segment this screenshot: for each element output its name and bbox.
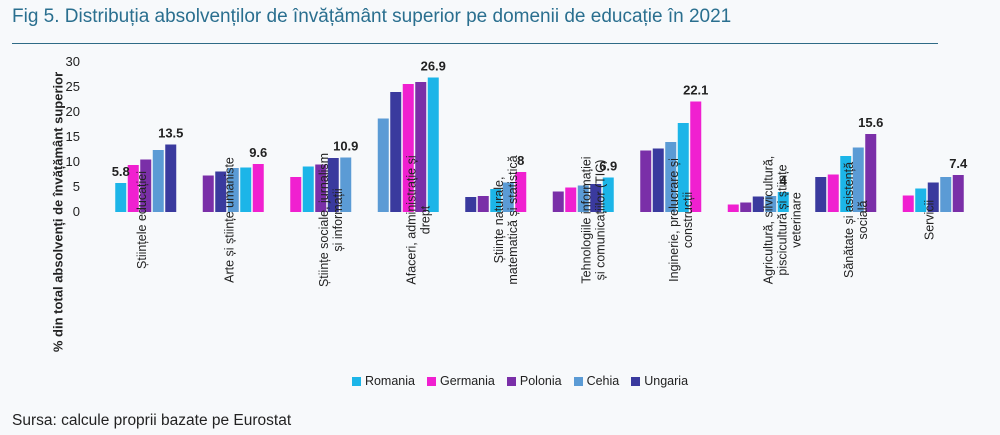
title-divider xyxy=(12,43,938,44)
legend-item: Germania xyxy=(426,374,495,388)
legend-label: Ungaria xyxy=(644,374,689,388)
bar xyxy=(327,158,339,212)
bar xyxy=(827,174,839,212)
legend-item: Romania xyxy=(351,374,415,388)
bar xyxy=(590,184,602,212)
bar xyxy=(902,195,914,212)
bar xyxy=(315,164,327,212)
bar xyxy=(940,177,952,212)
bar xyxy=(565,187,577,212)
category-label: Științele educației xyxy=(135,171,149,269)
bar xyxy=(115,183,127,212)
y-tick-label: 15 xyxy=(66,129,80,144)
legend-swatch xyxy=(631,376,641,386)
y-tick-label: 25 xyxy=(66,79,80,94)
data-label: 4 xyxy=(780,173,788,188)
category-label: Inginerie, prelucrare șiconstrucții xyxy=(667,158,695,282)
legend-swatch xyxy=(426,376,436,386)
bar xyxy=(652,148,664,212)
category-label: Științe naturale,matematică și statistic… xyxy=(492,155,520,284)
bar xyxy=(390,92,402,212)
bar xyxy=(915,188,927,212)
bar xyxy=(252,164,264,212)
data-label: 13.5 xyxy=(158,126,183,141)
bar xyxy=(927,182,939,212)
bar xyxy=(577,185,589,212)
y-tick-label: 5 xyxy=(73,179,80,194)
bar xyxy=(202,175,214,212)
bar xyxy=(402,84,414,212)
legend-label: Cehia xyxy=(586,374,620,388)
data-label: 10.9 xyxy=(333,139,358,154)
y-tick-label: 10 xyxy=(66,154,80,169)
data-label: 8 xyxy=(517,153,524,168)
category-label: Științe sociale, jurnalismși informații xyxy=(317,153,345,287)
bar xyxy=(740,202,752,212)
bar xyxy=(427,77,439,212)
y-tick-label: 30 xyxy=(66,54,80,69)
data-label: 22.1 xyxy=(683,83,708,98)
bar xyxy=(677,123,689,212)
bar-chart: 0 5 10 15 20 25 30 13.5 Științele educației 9.6 Ar… xyxy=(66,54,969,287)
category-label: Servicii xyxy=(922,200,936,240)
bar xyxy=(952,175,964,212)
category-label: Agricultură, silvicultură,piscicultură ș… xyxy=(761,156,803,285)
legend-item: Ungaria xyxy=(631,374,688,388)
bar xyxy=(340,157,352,212)
bar xyxy=(152,150,164,212)
bar xyxy=(852,147,864,212)
data-label: 15.6 xyxy=(858,115,883,130)
bar xyxy=(127,165,139,212)
category-label: Arte și științe umaniste xyxy=(222,157,236,283)
bar xyxy=(415,82,427,212)
data-label: 9.6 xyxy=(249,145,267,160)
bar xyxy=(377,118,389,212)
bar xyxy=(552,191,564,212)
bar xyxy=(477,196,489,212)
bar xyxy=(515,172,527,212)
bar xyxy=(490,189,502,212)
legend-label: Romania xyxy=(364,374,415,388)
bar xyxy=(140,159,152,212)
bar xyxy=(865,134,877,212)
data-label: 7.4 xyxy=(949,156,968,171)
category-label: Tehnologiile informațieiși comunicațiilo… xyxy=(579,156,607,283)
legend-swatch xyxy=(573,376,583,386)
legend-label: Polonia xyxy=(519,374,562,388)
bar xyxy=(665,142,677,212)
bar xyxy=(465,197,477,212)
legend-swatch xyxy=(506,376,516,386)
legend-item: Polonia xyxy=(506,374,562,388)
category-label: Afaceri, administrație șidrept xyxy=(404,155,432,284)
y-tick-label: 20 xyxy=(66,104,80,119)
data-label: 5.8 xyxy=(112,164,130,179)
bar xyxy=(302,166,314,212)
bar xyxy=(602,177,614,212)
chart-legend: Romania Germania Polonia Cehia Ungaria xyxy=(0,374,1000,388)
data-label: 26.9 xyxy=(421,59,446,74)
bar xyxy=(240,167,252,212)
bar xyxy=(840,156,852,212)
bar xyxy=(752,196,764,212)
y-tick-label: 0 xyxy=(73,204,80,219)
category-label: Sănătate și asistențăsocială xyxy=(842,162,870,278)
legend-swatch xyxy=(351,376,361,386)
legend-item: Cehia xyxy=(573,374,620,388)
bar xyxy=(815,177,827,212)
bar xyxy=(777,192,789,212)
bar xyxy=(290,177,302,212)
chart-title: Fig 5. Distribuția absolvenților de învă… xyxy=(12,6,732,27)
bar xyxy=(215,171,227,212)
bar xyxy=(640,150,652,212)
bar xyxy=(765,196,777,212)
bar xyxy=(690,101,702,212)
bar xyxy=(502,182,514,212)
data-label: 6.9 xyxy=(599,159,617,174)
bar xyxy=(727,204,739,212)
source-note: Sursa: calcule proprii bazate pe Eurosta… xyxy=(12,412,292,429)
bar xyxy=(165,144,177,212)
legend-label: Germania xyxy=(439,374,495,388)
bar xyxy=(227,168,239,212)
